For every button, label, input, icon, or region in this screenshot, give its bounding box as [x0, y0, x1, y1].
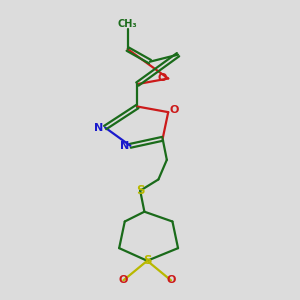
Text: N: N: [120, 141, 129, 151]
Text: S: S: [143, 254, 152, 267]
Text: S: S: [136, 184, 144, 197]
Text: O: O: [119, 275, 128, 285]
Text: CH₃: CH₃: [118, 20, 137, 29]
Text: O: O: [169, 105, 178, 115]
Text: O: O: [166, 275, 176, 285]
Text: O: O: [158, 74, 167, 83]
Text: N: N: [94, 123, 104, 133]
